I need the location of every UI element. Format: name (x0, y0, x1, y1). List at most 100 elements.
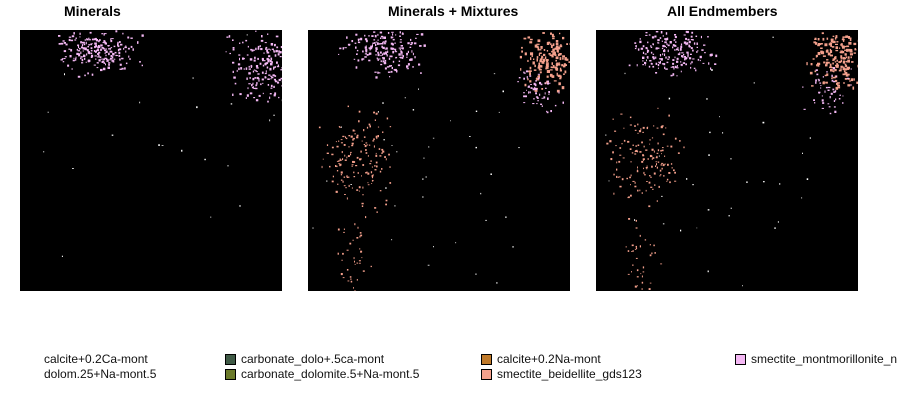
map-pixel (82, 41, 85, 44)
map-pixel (407, 42, 410, 45)
map-pixel (335, 165, 337, 167)
map-pixel (82, 47, 85, 50)
map-pixel (673, 169, 675, 172)
map-pixel (645, 47, 648, 50)
map-pixel (227, 165, 229, 167)
map-pixel (257, 80, 260, 82)
map-pixel (362, 186, 364, 189)
map-pixel (660, 58, 663, 61)
map-pixel (89, 38, 91, 41)
map-pixel (651, 148, 654, 151)
map-pixel (348, 184, 350, 187)
map-pixel (559, 57, 562, 61)
map-pixel (375, 47, 378, 50)
map-pixel (234, 82, 237, 85)
map-pixel (397, 64, 401, 67)
map-pixel (662, 133, 665, 136)
map-pixel (637, 132, 639, 134)
map-pixel (225, 51, 227, 53)
map-pixel (762, 121, 765, 124)
map-pixel (232, 61, 235, 64)
map-pixel (375, 41, 378, 43)
map-pixel (115, 55, 118, 56)
map-pixel (832, 67, 836, 70)
map-pixel (259, 45, 261, 48)
map-pixel (639, 234, 641, 237)
map-pixel (619, 154, 622, 156)
map-pixel (830, 92, 833, 95)
map-pixel (358, 190, 360, 192)
map-pixel (834, 90, 837, 93)
map-pixel (374, 169, 377, 171)
map-pixel (373, 138, 375, 140)
map-pixel (277, 64, 279, 67)
map-pixel (399, 31, 401, 34)
map-pixel (252, 77, 255, 81)
map-pixel (829, 66, 832, 69)
map-pixel (354, 223, 356, 226)
map-pixel (281, 67, 282, 69)
map-pixel (370, 171, 373, 174)
map-pixel (521, 46, 523, 49)
map-pixel (351, 187, 353, 189)
map-pixel (361, 202, 364, 205)
map-pixel (409, 46, 412, 48)
map-pixel (382, 41, 385, 43)
map-pixel (728, 215, 730, 217)
map-pixel (753, 82, 755, 84)
map-pixel (623, 127, 625, 129)
map-pixel (632, 180, 635, 182)
map-pixel (648, 181, 651, 184)
map-pixel (559, 75, 562, 78)
map-pixel (427, 264, 430, 266)
map-pixel (82, 50, 84, 52)
map-pixel (365, 142, 368, 144)
map-pixel (655, 48, 658, 50)
map-pixel (109, 48, 111, 50)
map-pixel (364, 46, 367, 49)
map-pixel (246, 34, 248, 36)
map-pixel (340, 179, 343, 181)
map-pixel (272, 74, 275, 77)
map-pixel (394, 51, 398, 53)
map-pixel (648, 34, 651, 36)
map-pixel (364, 56, 367, 58)
map-pixel (849, 49, 853, 52)
map-pixel (94, 42, 97, 45)
map-pixel (637, 189, 639, 192)
map-pixel (77, 75, 81, 78)
map-pixel (369, 144, 371, 146)
map-pixel (666, 178, 669, 181)
map-pixel (87, 59, 91, 62)
map-pixel (842, 60, 845, 64)
map-pixel (666, 145, 669, 147)
map-pixel (425, 176, 427, 178)
map-pixel (414, 42, 417, 45)
map-pixel (650, 63, 653, 65)
map-pixel (99, 56, 102, 59)
map-pixel (608, 180, 610, 182)
map-pixel (645, 168, 648, 170)
map-pixel (651, 36, 655, 39)
map-pixel (624, 72, 626, 75)
map-pixel (119, 58, 121, 61)
map-pixel (110, 47, 113, 49)
map-pixel (365, 53, 367, 55)
map-pixel (74, 39, 77, 41)
map-pixel (277, 81, 280, 84)
map-pixel (642, 154, 645, 157)
map-pixel (839, 68, 843, 70)
map-pixel (63, 42, 66, 44)
map-pixel (669, 41, 672, 44)
map-pixel (520, 68, 522, 71)
map-pixel (139, 101, 141, 104)
map-pixel (842, 57, 845, 60)
map-pixel (100, 48, 102, 51)
map-pixel (840, 43, 843, 46)
map-pixel (541, 105, 543, 107)
map-pixel (565, 58, 569, 61)
map-pixel (660, 164, 662, 166)
map-pixel (824, 90, 826, 93)
map-pixel (647, 126, 649, 129)
map-pixel (825, 50, 829, 53)
